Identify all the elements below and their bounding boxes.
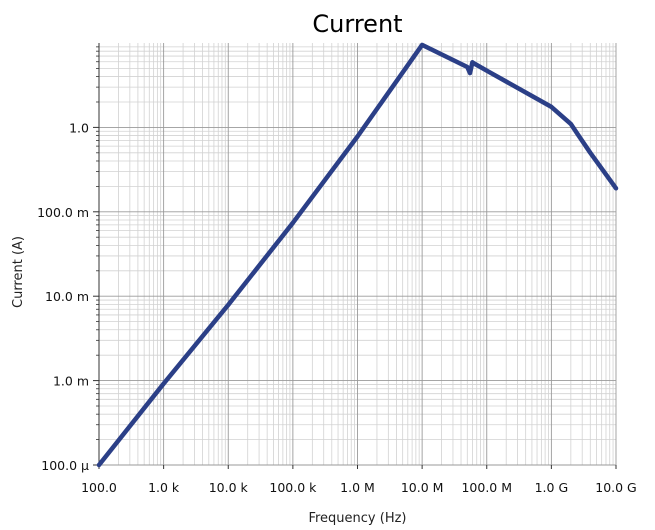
x-tick-label: 100.0 k <box>269 480 317 495</box>
x-tick-label: 1.0 k <box>148 480 180 495</box>
y-tick-label: 1.0 m <box>53 374 89 389</box>
x-tick-label: 10.0 k <box>209 480 249 495</box>
x-axis-ticks: 100.0 1.0 k 10.0 k 100.0 k 1.0 M 10.0 M 100.0 … <box>81 465 637 495</box>
y-tick-label: 1.0 <box>69 120 89 135</box>
x-tick-label: 10.0 G <box>595 480 637 495</box>
series-current-line <box>96 42 619 468</box>
x-tick-label: 1.0 G <box>535 480 569 495</box>
chart-title: Current <box>312 10 402 38</box>
y-tick-label: 10.0 m <box>45 289 89 304</box>
x-axis-label: Frequency (Hz) <box>308 511 406 526</box>
x-tick-label: 100.0 <box>81 480 117 495</box>
x-tick-label: 1.0 M <box>340 480 375 495</box>
y-axis-ticks: 100.0 µ 1.0 m 10.0 m 100.0 m 1.0 <box>37 46 99 473</box>
y-axis-label: Current (A) <box>11 236 26 308</box>
y-tick-label: 100.0 µ <box>41 458 89 473</box>
major-grid <box>98 43 617 466</box>
x-tick-label: 10.0 M <box>401 480 444 495</box>
y-tick-label: 100.0 m <box>37 205 89 220</box>
x-tick-label: 100.0 M <box>461 480 512 495</box>
